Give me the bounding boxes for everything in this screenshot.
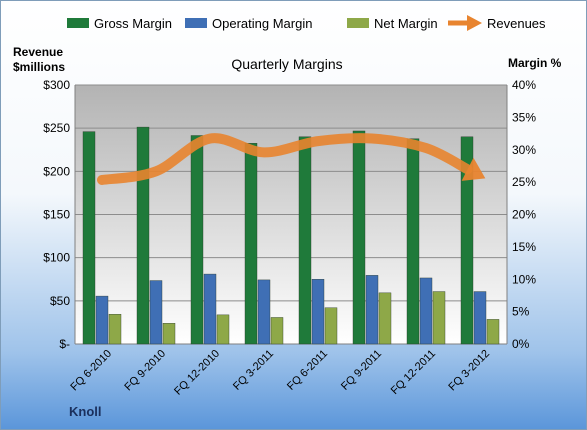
left-tick-label: $50 [50,294,70,308]
bar-operating-margin [473,291,487,345]
bar-gross-margin [190,135,204,345]
legend: Gross Margin Operating Margin Net Margin… [67,15,546,31]
right-tick-label: 15% [512,240,536,254]
bar-net-margin [432,291,446,345]
bar-net-margin [108,314,122,345]
bar-net-margin [162,323,176,345]
legend-label-revenues: Revenues [487,16,546,31]
right-tick-label: 25% [512,175,536,189]
left-axis-ticks: $- $50 $100 $150 $200 $250 $300 [43,78,70,351]
right-tick-label: 0% [512,337,530,351]
bars [82,126,500,345]
left-axis-label-line1: Revenue [13,45,63,59]
right-tick-label: 5% [512,305,530,319]
right-axis-ticks: 0% 5% 10% 15% 20% 25% 30% 35% 40% [512,78,536,351]
bar-net-margin [378,292,392,345]
right-tick-label: 40% [512,78,536,92]
bar-operating-margin [203,273,217,345]
bar-gross-margin [82,131,96,345]
bar-gross-margin [460,136,474,345]
chart-title: Quarterly Margins [231,56,342,72]
bar-gross-margin [352,130,366,345]
category-label: FQ 12-2010 [172,348,222,398]
left-tick-label: $100 [43,251,70,265]
right-tick-label: 30% [512,143,536,157]
bar-operating-margin [365,275,379,345]
right-axis-label: Margin % [508,56,562,70]
legend-swatch-gross-margin [67,18,89,28]
revenue-arrow-head [461,157,486,181]
right-tick-label: 10% [512,272,536,286]
bar-net-margin [324,307,338,345]
bar-gross-margin [136,126,150,345]
legend-swatch-revenues [448,15,482,31]
bar-operating-margin [149,280,163,345]
right-tick-label: 20% [512,208,536,222]
category-label: FQ 6-2010 [68,348,114,394]
category-label: FQ 3-2011 [231,348,276,393]
revenue-line [97,133,473,185]
bar-net-margin [270,317,284,345]
legend-label-net-margin: Net Margin [374,16,438,31]
bar-operating-margin [95,295,109,345]
company-label: Knoll [69,404,102,419]
bar-net-margin [216,314,230,345]
legend-swatch-operating-margin [185,18,207,28]
legend-label-gross-margin: Gross Margin [94,16,172,31]
legend-label-operating-margin: Operating Margin [212,16,312,31]
category-labels: FQ 6-2010 FQ 9-2010 FQ 12-2010 FQ 3-2011 FQ … [68,348,492,398]
bar-gross-margin [298,136,312,345]
right-tick-label: 35% [512,110,536,124]
left-tick-label: $200 [43,164,70,178]
bar-gross-margin [406,138,420,345]
left-tick-label: $300 [43,78,70,92]
bar-operating-margin [311,279,325,345]
category-label: FQ 3-2012 [446,348,492,394]
left-tick-label: $250 [43,121,70,135]
left-tick-label: $150 [43,208,70,222]
category-label: FQ 9-2011 [339,348,384,393]
left-axis-label-line2: $millions [13,60,65,74]
revenue-series [97,133,486,185]
category-label: FQ 12-2011 [389,348,438,397]
bar-net-margin [486,319,500,345]
bar-operating-margin [419,277,433,345]
category-label: FQ 6-2011 [285,348,330,393]
bar-gross-margin [244,143,258,345]
category-label: FQ 9-2010 [122,348,168,394]
legend-swatch-net-margin [347,18,369,28]
left-tick-label: $- [59,337,70,351]
bar-operating-margin [257,279,271,345]
